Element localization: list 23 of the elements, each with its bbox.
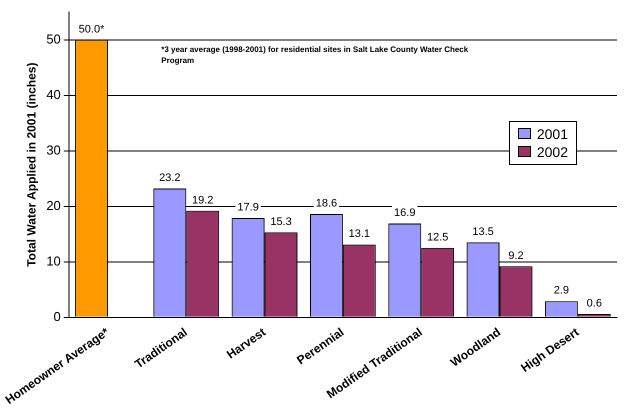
y-tick-label: 0 — [54, 308, 61, 324]
annotation: *3 year average (1998-2001) for residential sites in Salt Lake County Water Check Program — [161, 44, 470, 66]
data-label: 16.9 — [394, 207, 416, 220]
y-tick-label: 40 — [46, 86, 61, 102]
data-label: 13.1 — [348, 228, 370, 240]
data-label: 17.9 — [237, 201, 259, 214]
y-tick-label: 20 — [46, 198, 61, 213]
y-tick-label: 30 — [46, 142, 61, 158]
data-label: 9.2 — [508, 250, 524, 262]
legend-label: 2001 — [536, 124, 568, 143]
legend-label: 2002 — [536, 142, 568, 161]
data-label: 18.6 — [316, 198, 338, 210]
y-axis-title: Total Water Applied in 2001 (inches) — [24, 62, 38, 267]
data-label: 13.5 — [472, 226, 494, 238]
y-tick-label: 10 — [46, 253, 61, 268]
data-label: 0.6 — [586, 298, 602, 310]
data-label: 15.3 — [270, 216, 292, 228]
data-label: 12.5 — [426, 231, 448, 244]
data-label: 19.2 — [192, 194, 214, 206]
data-label: 50.0* — [78, 23, 106, 36]
data-label: 23.2 — [159, 172, 181, 184]
y-tick-label: 50 — [46, 31, 61, 46]
data-label: 2.9 — [554, 284, 570, 297]
